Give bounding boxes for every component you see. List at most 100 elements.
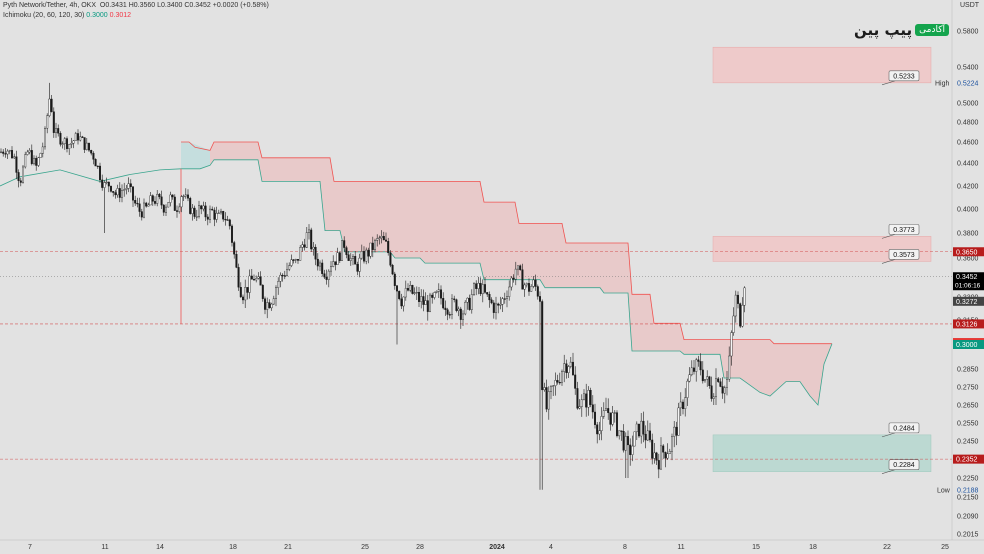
candle-up [178,206,181,212]
candle-down [737,294,740,304]
candle-up [330,266,333,272]
candle-up [70,142,73,145]
candle-up [690,367,693,375]
candle-down [638,423,641,437]
x-tick-label: 2024 [489,544,505,551]
candle-down [321,262,324,274]
y-tick-label: 0.4800 [957,120,979,127]
candle-up [530,286,533,292]
horizontal-lines-layer [0,251,952,460]
candle-down [609,412,612,425]
candle-up [202,205,205,210]
candle-up [116,188,119,196]
candle-down [519,265,522,270]
candle-up [631,445,634,455]
candle-up [6,150,9,155]
candle-down [627,436,630,446]
candle-up [184,194,187,197]
callout-0-3773-box [888,224,920,235]
candle-up [679,401,682,409]
senkou-span-a-line [0,159,833,406]
candle-down [158,193,161,198]
candle-up [215,213,218,220]
candle-down [717,378,720,382]
candle-up [477,282,480,289]
callout-0-2484-text: 0.2484 [893,425,915,432]
candle-down [620,430,623,432]
candle-up [543,387,546,391]
candle-up [327,270,330,280]
candle-up [26,151,29,155]
callout-0-3573-box [888,249,920,260]
legend-indicator[interactable]: Ichimoku (20, 60, 120, 30) [3,12,85,19]
callout-0-3773-text: 0.3773 [893,227,915,234]
candle-up [715,378,718,398]
candle-down [2,151,5,154]
candle-up [244,287,247,301]
candle-down [418,292,421,302]
candle-up [457,308,460,311]
candle-down [171,194,174,198]
candle-down [153,201,156,204]
candle-up [380,236,383,239]
candle-up [301,244,304,248]
price-axis[interactable]: 0.5800 0.5400 0.5000 0.4800 0.4600 0.4400 0.42… [957,29,979,539]
candle-up [464,301,467,315]
candle-up [142,202,145,218]
candle-up [743,287,746,306]
candle-up [103,182,106,188]
candle-up [266,302,269,310]
candle-down [241,296,244,301]
candle-down [662,445,665,453]
candle-up [352,256,355,259]
candle-down [92,152,95,160]
y-tick-label: 0.2650 [957,403,979,410]
legend-symbol[interactable]: Pyth Network/Tether, 4h, OKX [3,2,96,9]
candle-up [481,284,484,295]
candle-down [65,138,68,149]
time-axis[interactable]: 7 11 14 18 21 25 28 2024 4 8 11 15 18 22 25 [28,544,949,551]
candle-down [411,285,414,294]
candle-up [208,208,211,220]
candle-down [118,188,121,198]
candle-up [8,150,11,152]
candle-down [96,165,99,168]
candle-down [316,258,319,267]
candle-down [444,307,447,310]
candle-up [319,262,322,267]
y-tick-label: 0.3800 [957,231,979,238]
candle-up [48,98,51,116]
candle-up [308,229,311,233]
candle-down [134,200,137,204]
callout-0-5233-text: 0.5233 [893,73,915,80]
candle-up [46,115,49,129]
candle-down [347,254,350,261]
candle-down [585,393,588,408]
candle-down [323,273,326,278]
candle-up [294,259,297,261]
candle-up [684,397,687,410]
candle-down [490,299,493,304]
candle-down [173,196,176,211]
candle-up [41,146,44,154]
legend-indicator-value-1: 0.3000 [86,12,108,19]
candle-down [607,408,610,413]
candle-down [76,133,79,141]
candle-down [382,236,385,241]
y-tick-label: 0.2250 [957,476,979,483]
candle-down [211,208,214,211]
candle-up [633,431,636,447]
candle-down [261,284,264,299]
candle-up [704,379,707,382]
price-tag-1-text: 0.3272 [956,299,978,306]
x-tick-label: 14 [156,544,164,551]
candle-up [532,279,535,287]
candle-down [503,298,506,300]
candle-up [123,189,126,191]
candle-up [164,206,167,213]
candle-down [594,411,597,425]
candle-up [695,359,698,372]
candle-up [466,297,469,303]
candle-down [281,274,284,277]
